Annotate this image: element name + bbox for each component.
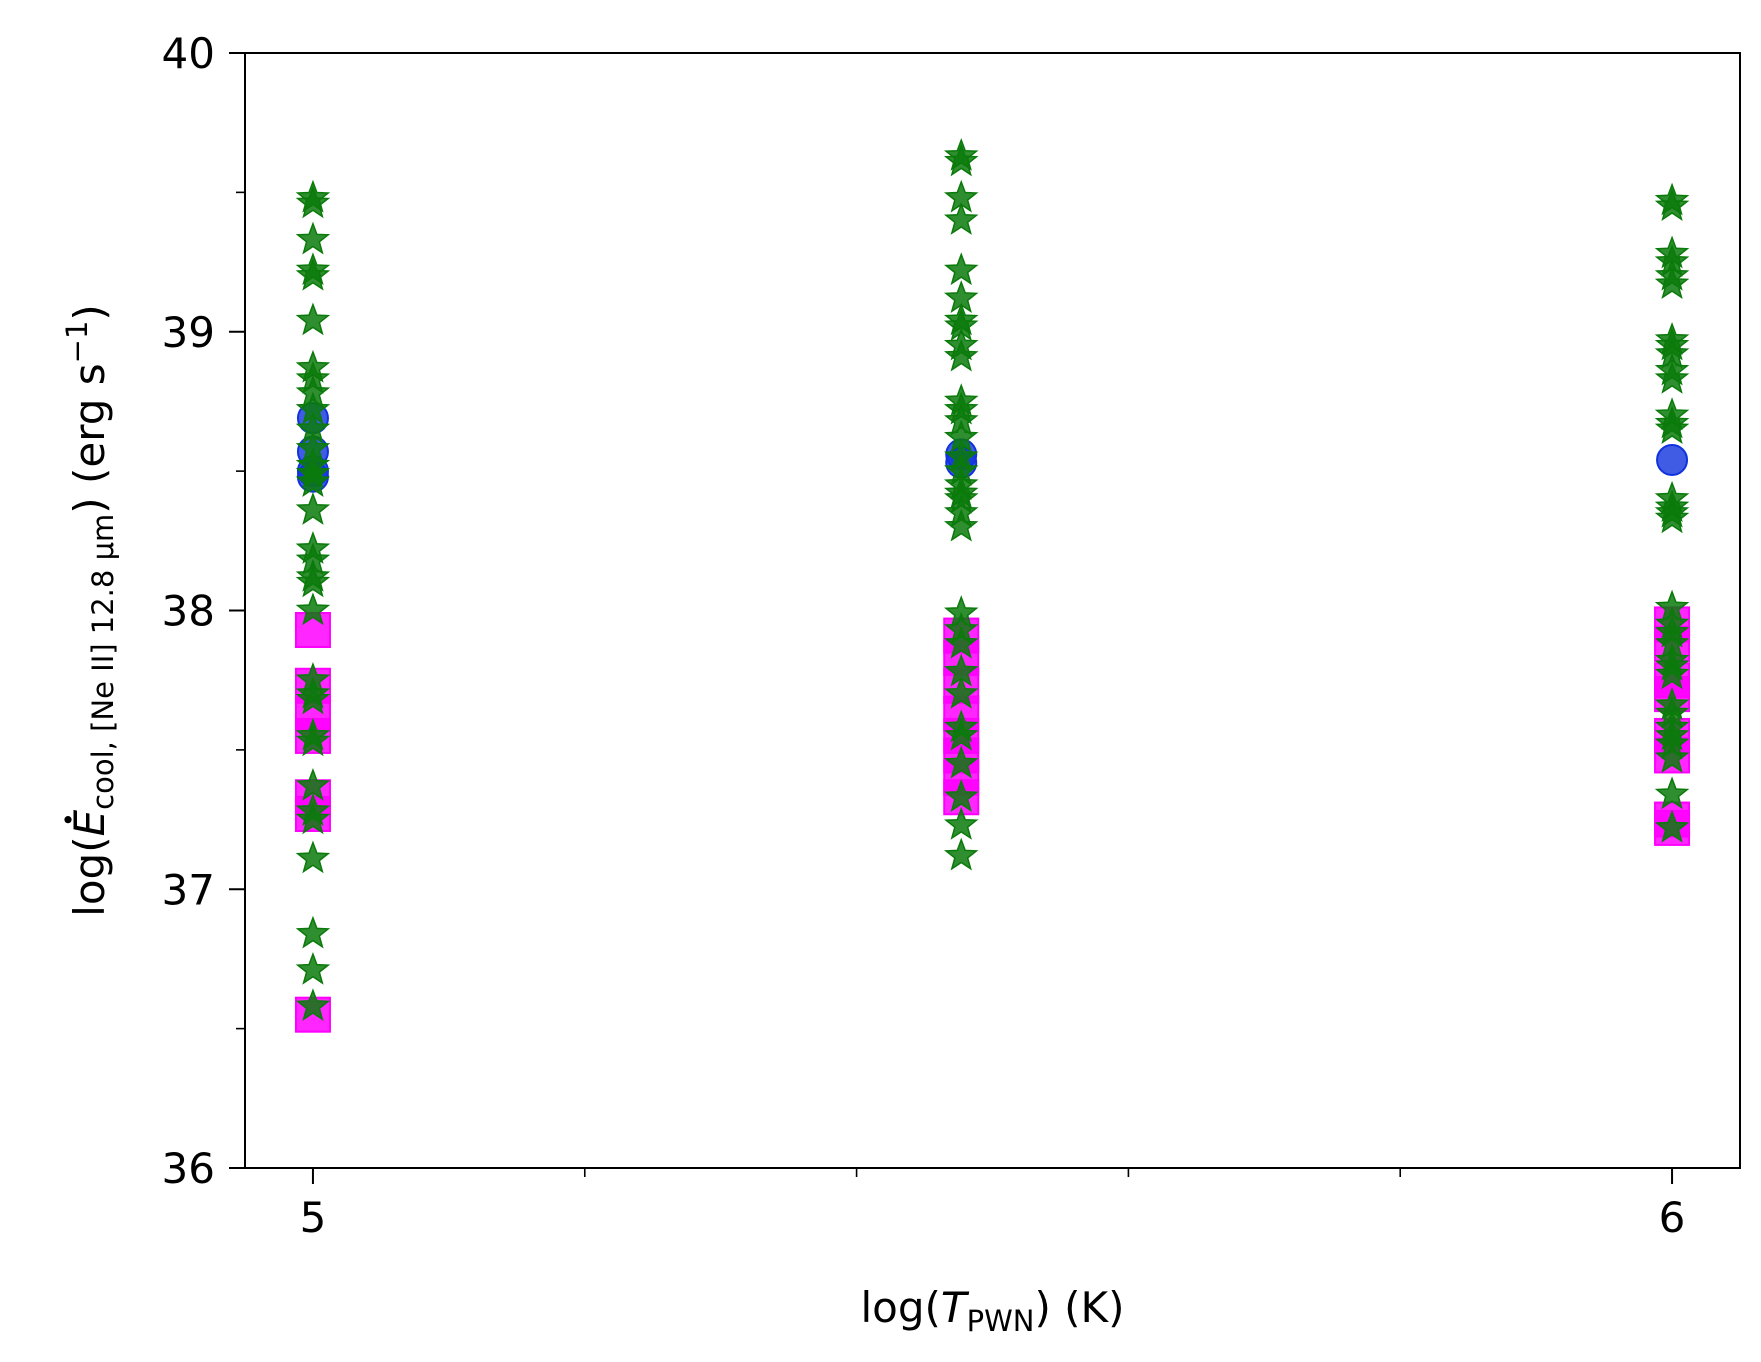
star-point	[295, 767, 331, 801]
star-point	[295, 492, 331, 525]
star-point	[295, 592, 331, 626]
star-point	[1654, 360, 1690, 394]
svg-text:log(Ecool, [Ne II] 12.8 μm) (e: log(Ecool, [Ne II] 12.8 μm) (erg s−1)	[60, 304, 120, 917]
star-point	[295, 840, 331, 874]
star-point	[1654, 188, 1690, 221]
derivative-dot	[64, 816, 72, 824]
star-point	[943, 806, 979, 840]
star-point	[295, 221, 331, 255]
star-point	[943, 745, 979, 779]
y-tick-label: 37	[162, 865, 215, 914]
axis-ticks	[229, 52, 1674, 1184]
star-point	[943, 143, 979, 177]
star-point	[295, 302, 331, 336]
x-axis-label: log(TPWN) (K)	[861, 1283, 1125, 1338]
star-point	[943, 252, 979, 286]
star-point	[1654, 411, 1690, 444]
star-point	[1654, 656, 1690, 690]
star-point	[295, 988, 331, 1022]
star-point	[943, 675, 979, 709]
star-point	[295, 185, 331, 219]
star-point	[943, 338, 979, 372]
x-tick-label: 6	[1659, 1193, 1686, 1242]
star-point	[1654, 776, 1690, 810]
star-point	[1654, 809, 1690, 843]
star-point	[1654, 740, 1690, 773]
star-point	[295, 464, 331, 497]
star-point	[943, 202, 979, 235]
y-axis-label: log(Ecool, [Ne II] 12.8 μm) (erg s−1)	[60, 304, 120, 917]
axis-labels: 5 6 36 37 38 39 40 log(TPWN) (K) log(Ecool, [Ne …	[60, 29, 1685, 1338]
y-tick-label: 38	[162, 587, 215, 636]
star-point	[295, 564, 331, 598]
y-tick-label: 36	[162, 1144, 215, 1193]
star-point	[295, 801, 331, 835]
plot-area	[245, 53, 1740, 1168]
star-point	[295, 257, 331, 291]
circle-point	[1656, 443, 1689, 476]
x-tick-label: 5	[300, 1193, 327, 1242]
star-point	[295, 723, 331, 757]
star-point	[1654, 266, 1690, 300]
square-point	[294, 612, 331, 649]
data-marks	[294, 137, 1691, 1033]
y-tick-label: 39	[162, 308, 215, 357]
star-point	[943, 779, 979, 812]
star-point	[295, 915, 331, 949]
star-point	[943, 625, 979, 659]
star-point	[295, 681, 331, 715]
y-tick-label: 40	[162, 29, 215, 78]
star-point	[1654, 500, 1690, 534]
star-point	[943, 508, 979, 542]
star-point	[295, 951, 331, 985]
star-point	[943, 837, 979, 871]
star-point	[943, 717, 979, 751]
